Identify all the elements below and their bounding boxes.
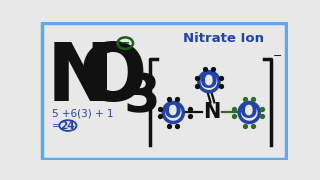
Text: N: N	[204, 102, 221, 122]
Text: O: O	[200, 72, 218, 92]
Text: O: O	[164, 102, 182, 122]
Text: 24: 24	[60, 121, 75, 130]
Text: O: O	[79, 40, 147, 118]
Text: −: −	[120, 37, 131, 50]
Text: =: =	[52, 121, 64, 130]
Text: N: N	[46, 40, 114, 118]
Text: −: −	[273, 51, 283, 61]
Text: 5 +6(3) + 1: 5 +6(3) + 1	[52, 109, 113, 119]
Text: O: O	[240, 102, 258, 122]
Text: 3: 3	[124, 71, 160, 123]
Text: Nitrate Ion: Nitrate Ion	[183, 32, 264, 45]
